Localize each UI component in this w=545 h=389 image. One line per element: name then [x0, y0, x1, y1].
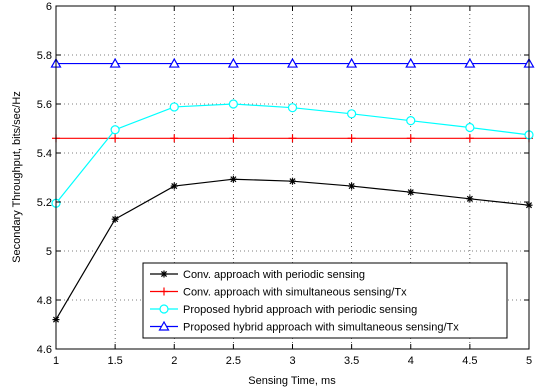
- series-2-point: [111, 134, 120, 143]
- x-tick-label: 2: [171, 355, 177, 367]
- legend-marker: [159, 304, 169, 314]
- x-tick-label: 1: [53, 355, 59, 367]
- series-2-point: [406, 134, 415, 143]
- y-tick-label: 4.8: [37, 295, 52, 307]
- series-4: [50, 57, 535, 68]
- series-3: [51, 99, 534, 208]
- series-1-point: [111, 215, 119, 223]
- legend-item: Conv. approach with periodic sensing: [150, 269, 365, 281]
- legend-label: Conv. approach with simultaneous sensing…: [183, 287, 407, 299]
- series-1: [52, 175, 533, 324]
- series-2-point: [288, 134, 297, 143]
- series-2-point: [465, 134, 474, 143]
- legend-item: Proposed hybrid approach with simultaneo…: [150, 320, 459, 334]
- series-4-point: [227, 57, 239, 68]
- y-tick-label: 5.6: [37, 99, 52, 111]
- series-1-point: [170, 182, 178, 190]
- x-tick-label: 4.5: [462, 355, 477, 367]
- series-4-point: [464, 57, 476, 68]
- y-axis-label: Secondary Throughput, bits/sec/Hz: [11, 91, 23, 263]
- legend-marker: [160, 287, 168, 296]
- axis-ticks: 1 1.5 2 2.5 3 3.5 4 4.5 5 4.6 4.8 5 5.2 5.4 5.6 5.8 6: [37, 1, 532, 367]
- x-tick-label: 4: [408, 355, 414, 367]
- y-tick-label: 5.2: [37, 197, 52, 209]
- legend-item: Proposed hybrid approach with periodic s…: [150, 304, 417, 316]
- series-4-point: [405, 57, 417, 68]
- series-1-point: [289, 177, 296, 185]
- series-1-point: [407, 188, 415, 196]
- series-3-point: [228, 99, 238, 109]
- series-3-point: [287, 103, 298, 113]
- x-tick-label: 3: [289, 355, 295, 367]
- legend-label: Proposed hybrid approach with periodic s…: [183, 304, 417, 316]
- series-3-point: [406, 116, 416, 126]
- series-4-point: [168, 57, 180, 68]
- legend-box: [142, 262, 508, 339]
- series-4-point: [346, 57, 358, 68]
- y-tick-label: 5: [46, 246, 52, 258]
- legend-label: Proposed hybrid approach with simultaneo…: [183, 322, 459, 334]
- legend-item: Conv. approach with simultaneous sensing…: [150, 287, 407, 299]
- series-4-point: [109, 57, 121, 68]
- series-2-point: [170, 134, 179, 143]
- series-2-point: [347, 134, 356, 143]
- x-tick-label: 3.5: [344, 355, 359, 367]
- y-tick-label: 6: [46, 1, 52, 13]
- series-3-point: [110, 125, 120, 135]
- y-tick-label: 5.4: [37, 148, 52, 160]
- x-tick-label: 1.5: [107, 355, 122, 367]
- legend-label: Conv. approach with periodic sensing: [183, 269, 365, 281]
- series-4-point: [286, 57, 299, 68]
- series-layer: [50, 57, 535, 324]
- series-3-point: [169, 102, 179, 112]
- x-axis-label: Sensing Time, ms: [248, 375, 336, 387]
- series-1-point: [466, 195, 474, 203]
- x-tick-label: 2.5: [226, 355, 241, 367]
- y-tick-label: 5.8: [37, 50, 52, 62]
- legend-marker: [158, 320, 170, 331]
- series-3-point: [465, 122, 475, 133]
- series-1-point: [348, 182, 356, 190]
- legend-marker: [160, 270, 168, 278]
- y-tick-label: 4.6: [37, 344, 52, 356]
- series-3-point: [347, 109, 357, 119]
- x-tick-label: 5: [526, 355, 532, 367]
- series-1-point: [229, 175, 237, 183]
- legend: Conv. approach with periodic sensing Conv…: [142, 262, 508, 339]
- series-2-point: [229, 134, 238, 143]
